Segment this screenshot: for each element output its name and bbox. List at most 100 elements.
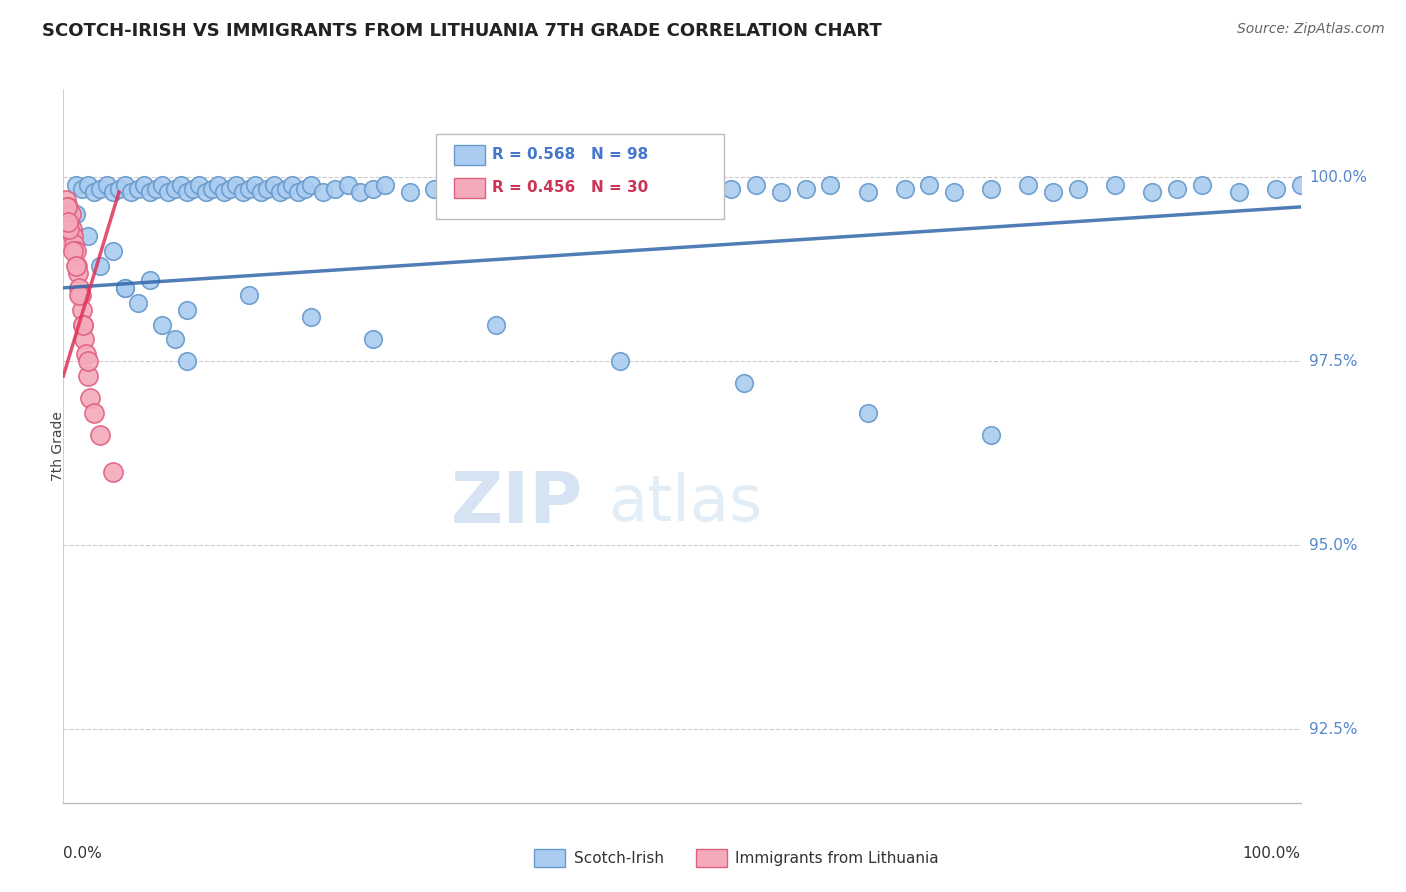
Point	[596, 178, 619, 192]
Point	[157, 185, 180, 199]
Point	[1042, 185, 1064, 199]
Point	[980, 181, 1002, 195]
Point	[238, 288, 260, 302]
Point	[1166, 181, 1188, 195]
Point	[101, 185, 124, 199]
Point	[361, 181, 384, 195]
Point	[609, 354, 631, 368]
Point	[498, 181, 520, 195]
Point	[72, 318, 94, 332]
Point	[56, 207, 79, 221]
Point	[96, 178, 118, 192]
Point	[1104, 178, 1126, 192]
Text: Scotch-Irish: Scotch-Irish	[574, 851, 664, 865]
Point	[696, 185, 718, 199]
Point	[66, 259, 89, 273]
Point	[55, 193, 77, 207]
Point	[114, 178, 136, 192]
Point	[325, 181, 347, 195]
Point	[918, 178, 941, 192]
Point	[893, 181, 915, 195]
Point	[349, 185, 371, 199]
Point	[472, 185, 495, 199]
Point	[58, 214, 80, 228]
Point	[1264, 181, 1286, 195]
Point	[181, 181, 204, 195]
Point	[794, 181, 817, 195]
Point	[163, 332, 186, 346]
Point	[65, 244, 87, 258]
Point	[299, 310, 322, 325]
Point	[733, 376, 755, 391]
Point	[77, 369, 100, 384]
Point	[114, 281, 136, 295]
Point	[398, 185, 420, 199]
Point	[75, 347, 97, 361]
Point	[145, 181, 167, 195]
Point	[170, 178, 193, 192]
Point	[77, 354, 100, 368]
Point	[69, 288, 91, 302]
Point	[120, 185, 142, 199]
Point	[176, 354, 198, 368]
Point	[547, 185, 569, 199]
Point	[1191, 178, 1213, 192]
Point	[150, 178, 173, 192]
Point	[62, 229, 84, 244]
Text: R = 0.456   N = 30: R = 0.456 N = 30	[492, 180, 648, 194]
Point	[1067, 181, 1090, 195]
Text: Source: ZipAtlas.com: Source: ZipAtlas.com	[1237, 22, 1385, 37]
Point	[132, 178, 155, 192]
Point	[856, 185, 879, 199]
Point	[62, 244, 84, 258]
Point	[63, 236, 86, 251]
Point	[856, 406, 879, 420]
Point	[60, 222, 83, 236]
Point	[77, 178, 100, 192]
Point	[56, 200, 79, 214]
Point	[423, 181, 446, 195]
Point	[67, 266, 90, 280]
Point	[70, 181, 93, 195]
Text: ZIP: ZIP	[451, 468, 583, 538]
Point	[671, 178, 693, 192]
Point	[207, 178, 229, 192]
Point	[769, 185, 792, 199]
Point	[232, 185, 254, 199]
Point	[108, 181, 131, 195]
Point	[256, 181, 278, 195]
Text: 0.0%: 0.0%	[63, 846, 103, 861]
Point	[127, 181, 149, 195]
Point	[250, 185, 273, 199]
Point	[449, 178, 471, 192]
Point	[163, 181, 186, 195]
Text: 92.5%: 92.5%	[1309, 722, 1357, 737]
Point	[89, 181, 111, 195]
Point	[65, 207, 87, 221]
Point	[1227, 185, 1250, 199]
Point	[58, 200, 80, 214]
Point	[101, 244, 124, 258]
Point	[77, 229, 100, 244]
Point	[820, 178, 842, 192]
Point	[58, 214, 80, 228]
Point	[219, 181, 242, 195]
Point	[83, 406, 105, 420]
Point	[72, 318, 94, 332]
Point	[176, 185, 198, 199]
Point	[65, 259, 87, 273]
Point	[194, 185, 217, 199]
Point	[243, 178, 266, 192]
Point	[1289, 178, 1312, 192]
Text: R = 0.568   N = 98: R = 0.568 N = 98	[492, 147, 648, 161]
Point	[485, 318, 508, 332]
Point	[745, 178, 768, 192]
Y-axis label: 7th Grade: 7th Grade	[51, 411, 65, 481]
Text: 95.0%: 95.0%	[1309, 538, 1357, 553]
Point	[943, 185, 966, 199]
Point	[1017, 178, 1039, 192]
Point	[287, 185, 309, 199]
Point	[114, 281, 136, 295]
Point	[720, 181, 742, 195]
Point	[1140, 185, 1163, 199]
